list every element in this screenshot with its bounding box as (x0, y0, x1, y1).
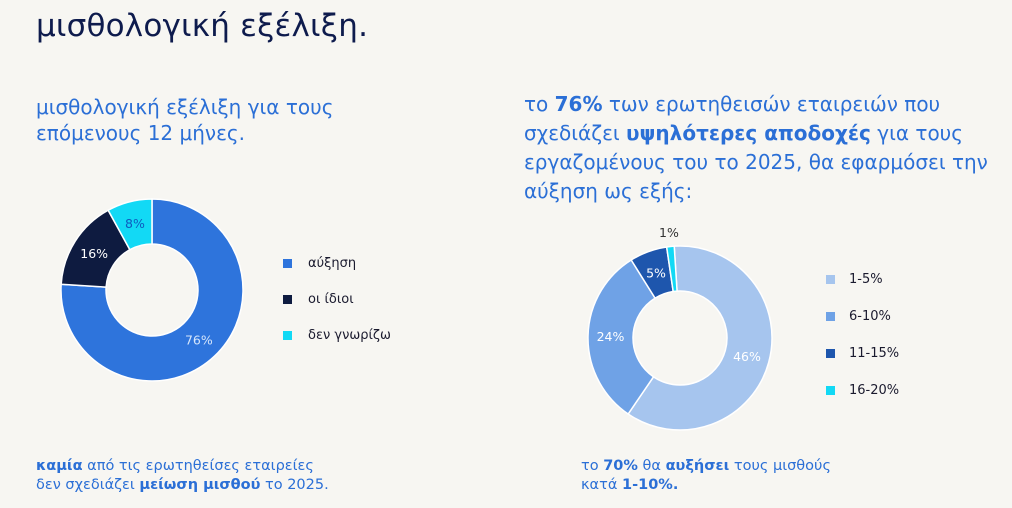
right-heading: το 76% των ερωτηθεισών εταιρειών που σχε… (524, 90, 994, 206)
legend-label: δεν γνωρίζω (308, 327, 391, 343)
donut-slice (587, 258, 657, 416)
bold-text: υψηλότερες αποδοχές (626, 121, 871, 145)
donut-chart-2: 46% 24% 5% 1% (587, 225, 773, 431)
text-segment: για τους εργαζομένους του το 2025, θα εφ… (524, 121, 988, 203)
bold-text: μείωση μισθού (139, 477, 261, 493)
donut-slice (627, 245, 773, 431)
legend-item: δεν γνωρίζω (283, 317, 391, 353)
donut-chart-1: 76% 16% 8% (60, 198, 244, 382)
legend-salary-change: αύξηση οι ίδιοι δεν γνωρίζω (283, 245, 391, 353)
legend-item: 11-15% (826, 335, 899, 372)
right-footnote-line-2: κατά 1-10%. (581, 476, 831, 495)
slice-data-label: 76% (185, 332, 213, 347)
bold-text: καμία (36, 458, 83, 474)
slice-data-label: 24% (597, 329, 625, 344)
legend-label: 16-20% (849, 383, 900, 398)
donut-slice (107, 198, 153, 251)
text-segment: το (581, 458, 604, 474)
legend-item: αύξηση (283, 245, 391, 281)
bold-text: 76% (554, 92, 603, 116)
legend-item: 1-5% (826, 261, 899, 298)
slice-data-label: 1% (659, 225, 679, 240)
text-segment: δεν σχεδιάζει (36, 477, 140, 493)
legend-item: οι ίδιοι (283, 281, 391, 317)
legend-swatch (283, 330, 292, 340)
donut-slice (665, 245, 678, 293)
text-segment: κατά (581, 477, 623, 493)
slice-data-label: 8% (125, 216, 145, 231)
page-title: μισθολογική εξέλιξη. (36, 8, 369, 44)
right-footnote: το 70% θα αυξήσει τους μισθούς κατά 1-10… (581, 457, 831, 495)
legend-item: 16-20% (826, 372, 899, 409)
legend-swatch (283, 294, 292, 304)
right-footnote-line-1: το 70% θα αυξήσει τους μισθούς (581, 457, 831, 476)
slice-data-label: 46% (733, 349, 761, 364)
legend-swatch (826, 386, 835, 395)
legend-swatch (283, 258, 292, 268)
left-footnote: καμία από τις ερωτηθείσες εταιρείες δεν … (36, 457, 329, 495)
text-segment: των ερωτηθεισών εταιρειών που σχεδιάζει (524, 92, 941, 145)
bold-text: αυξήσει (665, 458, 730, 474)
legend-swatch (826, 349, 835, 358)
left-heading: μισθολογική εξέλιξη για τους επόμενους 1… (36, 95, 334, 145)
text-segment: τους μισθούς (729, 458, 831, 474)
legend-label: 11-15% (849, 346, 900, 361)
text-segment: το (524, 92, 555, 116)
donut-slice (60, 198, 244, 382)
legend-label: 6-10% (849, 309, 891, 324)
text-segment: το 2025. (260, 477, 329, 493)
bold-text: 70% (603, 458, 638, 474)
left-footnote-line-2: δεν σχεδιάζει μείωση μισθού το 2025. (36, 476, 329, 495)
text-segment: από τις ερωτηθείσες εταιρείες (82, 458, 314, 474)
legend-item: 6-10% (826, 298, 899, 335)
left-footnote-line-1: καμία από τις ερωτηθείσες εταιρείες (36, 457, 329, 476)
legend-swatch (826, 312, 835, 321)
legend-swatch (826, 275, 835, 284)
bold-text: 1-10%. (622, 477, 679, 493)
legend-increase-range: 1-5% 6-10% 11-15% 16-20% (826, 261, 899, 409)
legend-label: αύξηση (308, 255, 357, 271)
text-segment: θα (637, 458, 666, 474)
legend-label: 1-5% (849, 272, 883, 287)
legend-label: οι ίδιοι (308, 291, 354, 307)
slice-data-label: 5% (646, 265, 666, 280)
slice-data-label: 16% (80, 246, 108, 261)
